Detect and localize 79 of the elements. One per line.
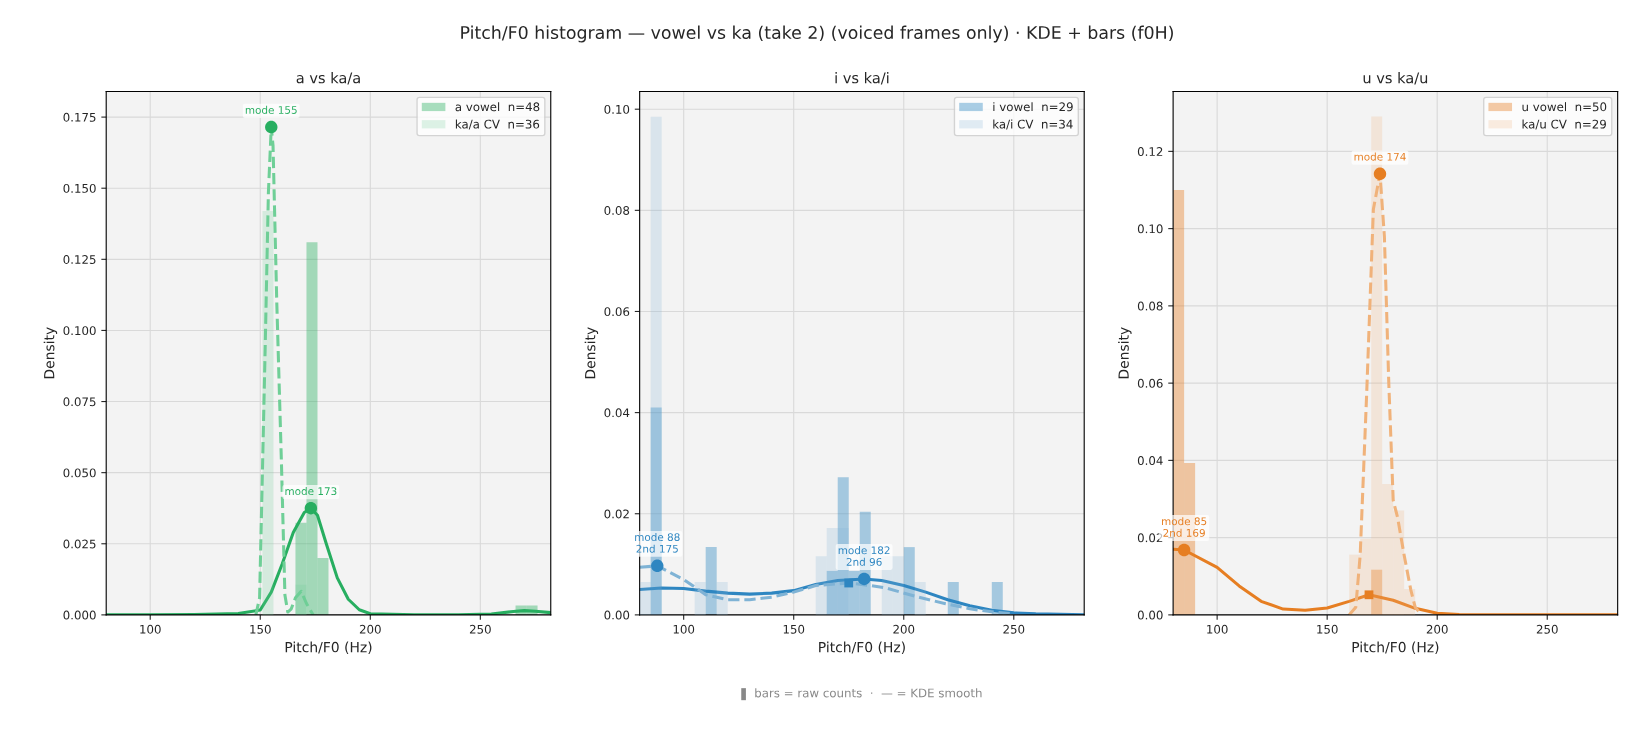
y-tick-label: 0.04 bbox=[1137, 456, 1163, 466]
bar bbox=[826, 527, 838, 615]
point bbox=[1373, 167, 1387, 180]
x-tick-label: 250 bbox=[1003, 624, 1025, 634]
y-tick-label: 0.125 bbox=[63, 255, 96, 264]
y-tick-label: 0.150 bbox=[63, 183, 96, 193]
x-axis-title: Pitch/F0 (Hz) bbox=[819, 641, 905, 654]
point bbox=[651, 559, 664, 573]
x-axis-title: Pitch/F0 (Hz) bbox=[1352, 641, 1439, 654]
x-tick-label: 250 bbox=[1536, 624, 1558, 634]
x-tick-label: 200 bbox=[893, 624, 915, 634]
bar bbox=[639, 582, 651, 615]
y-axis-title: Density bbox=[1118, 327, 1132, 379]
legend-label: ka/a CV n=36 bbox=[455, 119, 540, 130]
legend-label: a vowel n=48 bbox=[455, 102, 540, 112]
annotation: mode 174 bbox=[1354, 152, 1406, 161]
y-tick-label: 0.06 bbox=[604, 307, 630, 317]
bar bbox=[1382, 483, 1394, 615]
x-tick-label: 100 bbox=[1207, 624, 1228, 634]
point bbox=[1177, 543, 1191, 557]
annotation: mode 88 2nd 175 bbox=[635, 532, 680, 553]
x-tick-label: 150 bbox=[250, 624, 271, 634]
point bbox=[857, 572, 871, 586]
chart-title: u vs ka/u bbox=[1363, 72, 1428, 85]
x-axis-title: Pitch/F0 (Hz) bbox=[285, 641, 372, 654]
y-tick-label: 0.00 bbox=[604, 610, 630, 620]
y-axis-title: Density bbox=[584, 327, 599, 379]
y-tick-label: 0.02 bbox=[1137, 533, 1163, 543]
y-tick-label: 0.08 bbox=[1137, 301, 1163, 311]
annotation: mode 155 bbox=[245, 105, 297, 114]
bar bbox=[694, 582, 706, 615]
annotation: mode 85 2nd 169 bbox=[1162, 517, 1207, 537]
chart-title: i vs ka/i bbox=[835, 72, 889, 85]
x-tick-label: 100 bbox=[140, 624, 161, 634]
legend-label: u vowel n=50 bbox=[1522, 102, 1607, 112]
bar bbox=[815, 556, 827, 615]
y-tick-label: 0.025 bbox=[63, 539, 96, 549]
y-tick-label: 0.08 bbox=[604, 206, 630, 215]
x-tick-label: 250 bbox=[469, 624, 491, 634]
y-axis-title: Density bbox=[43, 327, 58, 379]
bar bbox=[1360, 538, 1372, 615]
bar bbox=[716, 582, 728, 615]
bar bbox=[892, 556, 904, 615]
bar bbox=[262, 210, 274, 615]
y-tick-label: 0.04 bbox=[604, 408, 630, 418]
bar bbox=[1393, 510, 1405, 615]
legend-label: ka/i CV n=34 bbox=[993, 119, 1073, 130]
x-tick-label: 200 bbox=[359, 624, 381, 634]
y-tick-label: 0.10 bbox=[1137, 224, 1163, 234]
legend-label: i vowel n=29 bbox=[993, 102, 1073, 112]
x-tick-label: 100 bbox=[673, 624, 695, 634]
bar bbox=[295, 584, 307, 615]
bar bbox=[1404, 589, 1416, 615]
bar bbox=[914, 582, 926, 615]
legend-label: ka/u CV n=29 bbox=[1522, 119, 1606, 130]
point bbox=[1364, 590, 1374, 600]
y-tick-label: 0.02 bbox=[604, 509, 629, 519]
text: ▌ bars = raw counts · — = KDE smooth bbox=[741, 688, 982, 701]
y-tick-label: 0.175 bbox=[63, 112, 96, 122]
y-tick-label: 0.06 bbox=[1137, 378, 1163, 388]
y-tick-label: 0.075 bbox=[63, 397, 96, 407]
y-tick-label: 0.050 bbox=[63, 468, 96, 478]
annotation: mode 182 2nd 96 bbox=[838, 546, 890, 566]
bar bbox=[705, 547, 717, 615]
bar bbox=[1349, 554, 1361, 615]
y-tick-label: 0.000 bbox=[63, 610, 96, 620]
chart-title: a vs ka/a bbox=[296, 72, 360, 85]
point bbox=[844, 578, 854, 588]
x-tick-label: 150 bbox=[1317, 624, 1338, 634]
bar bbox=[903, 547, 915, 615]
x-tick-label: 150 bbox=[783, 624, 805, 634]
annotation: mode 173 bbox=[285, 487, 337, 496]
bar bbox=[317, 557, 329, 615]
text: Pitch/F0 histogram — vowel vs ka (take 2) (voiced frames only) · KDE + bars (f0H) bbox=[461, 25, 1173, 43]
y-tick-label: 0.12 bbox=[1137, 147, 1163, 157]
y-tick-label: 0.10 bbox=[604, 104, 630, 114]
x-tick-label: 200 bbox=[1426, 624, 1448, 634]
y-tick-label: 0.00 bbox=[1137, 610, 1163, 620]
y-tick-label: 0.100 bbox=[63, 326, 96, 336]
